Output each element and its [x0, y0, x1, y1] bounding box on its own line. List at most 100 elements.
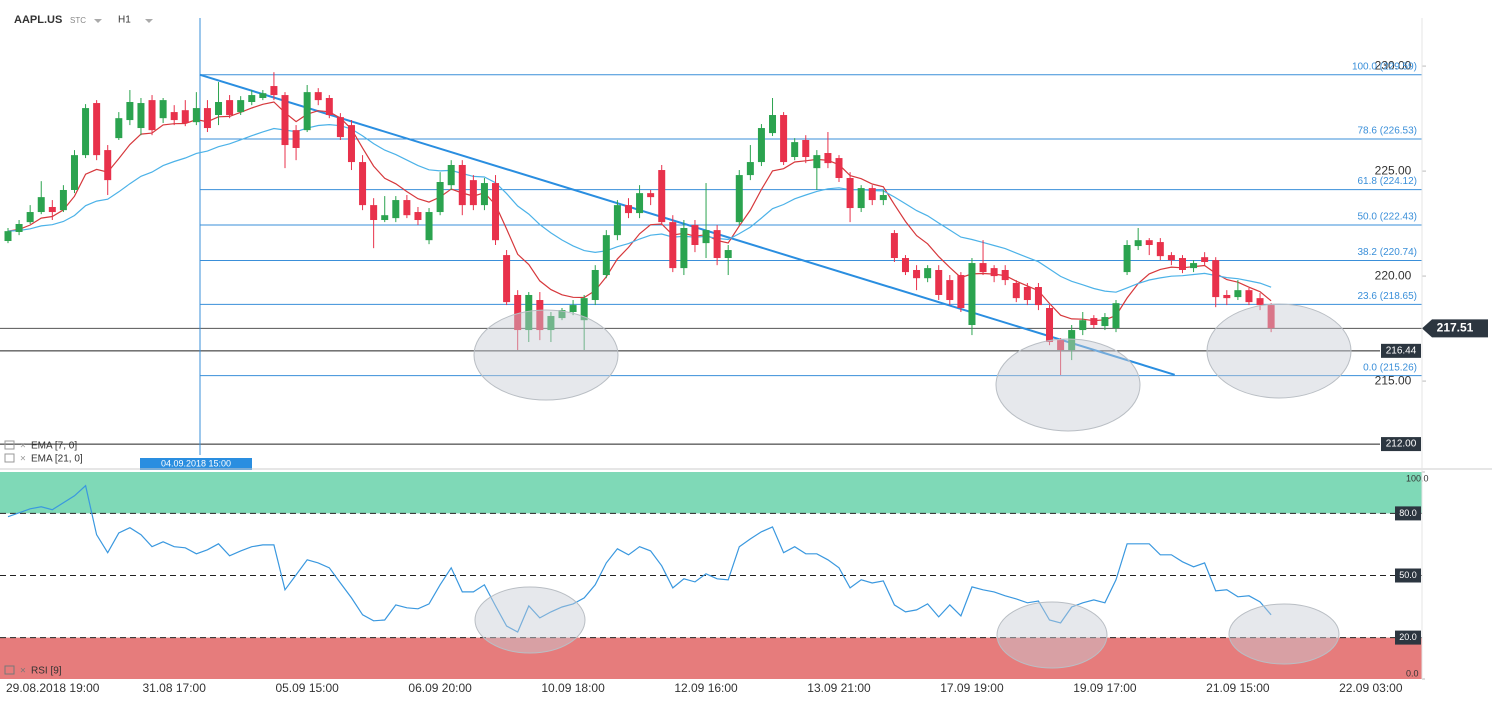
dropdown-arrow[interactable] — [145, 19, 153, 23]
candle-body — [1190, 263, 1198, 269]
price-line-label: 216.44 — [1386, 345, 1417, 356]
candle-body — [935, 269, 943, 295]
legend: × EMA [7, 0] × EMA [21, 0] × RSI [9] — [4, 440, 83, 677]
candle-body — [1245, 290, 1253, 303]
x-tick-label: 10.09 18:00 — [541, 681, 605, 695]
highlights — [473, 303, 1352, 669]
candle-body — [170, 112, 178, 121]
candle-body — [270, 86, 278, 96]
candle-body — [1101, 317, 1109, 327]
candle-body — [1212, 260, 1220, 298]
y-tick-label: 220.00 — [1375, 268, 1412, 282]
fib-label: 50.0 (222.43) — [1358, 212, 1418, 223]
highlight — [1228, 603, 1340, 665]
candle-body — [403, 200, 411, 216]
candle-body — [525, 294, 533, 331]
last-price-label: 217.51 — [1437, 321, 1474, 335]
fib-label: 100.0 (229.59) — [1352, 61, 1417, 72]
candle-body — [15, 224, 23, 232]
price-line-label: 212.00 — [1386, 439, 1417, 450]
candle-body — [624, 205, 632, 214]
candle-body — [104, 150, 112, 181]
candle-body — [868, 188, 876, 201]
candle-body — [148, 100, 156, 131]
candle-body — [159, 100, 167, 119]
candle-body — [1256, 298, 1264, 306]
candle-body — [1178, 258, 1186, 270]
candle-body — [93, 103, 101, 156]
instrument-type: STC — [70, 16, 86, 25]
highlight — [996, 601, 1108, 669]
candle-body — [82, 108, 90, 156]
candle-body — [757, 128, 765, 163]
x-tick-label: 19.09 17:00 — [1073, 681, 1137, 695]
rsi-tick-label: 50.0 — [1399, 570, 1417, 580]
highlight — [474, 586, 586, 654]
candle-body — [680, 227, 688, 269]
highlight — [473, 309, 619, 401]
candle-body — [913, 269, 921, 279]
candle-body — [813, 155, 821, 169]
candle-body — [281, 95, 289, 146]
y-tick-label: 225.00 — [1375, 163, 1412, 177]
candle-body — [26, 212, 34, 223]
candle-body — [1123, 245, 1131, 273]
rsi-line — [7, 484, 1272, 633]
interval[interactable]: H1 — [118, 15, 131, 26]
x-tick-label: 22.09 03:00 — [1339, 681, 1403, 695]
fib-label: 61.8 (224.12) — [1358, 176, 1418, 187]
candle-body — [181, 110, 189, 123]
candle-body — [203, 108, 211, 129]
ema-line — [7, 123, 1272, 293]
candle-body — [957, 275, 965, 309]
candle-body — [691, 225, 699, 246]
candle-body — [336, 117, 344, 138]
candle-body — [192, 108, 200, 123]
legend-entry: EMA [21, 0] — [31, 454, 83, 465]
rsi-tick-label: 20.0 — [1399, 632, 1417, 642]
candle-body — [226, 100, 234, 116]
last-price-tag — [1422, 319, 1488, 338]
candle-body — [536, 300, 544, 331]
candle-body — [1023, 287, 1031, 301]
close-icon[interactable]: × — [20, 441, 26, 452]
candle-body — [669, 222, 677, 269]
candle-body — [979, 263, 987, 273]
candle-body — [1068, 330, 1076, 351]
x-tick-label: 05.09 15:00 — [275, 681, 339, 695]
candle-body — [1057, 340, 1065, 351]
candle-body — [580, 298, 588, 321]
candle-body — [1034, 287, 1042, 306]
candle-body — [215, 101, 223, 116]
rsi-label: RSI [9] — [31, 666, 62, 677]
close-icon[interactable]: × — [20, 454, 26, 465]
candle-body — [1201, 257, 1209, 263]
rsi-tick-tag — [1395, 630, 1421, 645]
candle-body — [347, 125, 355, 163]
candle-body — [514, 294, 522, 331]
close-icon[interactable]: × — [20, 666, 26, 677]
rsi-tick-tag — [1395, 506, 1421, 521]
candle-body — [436, 182, 444, 213]
candle-body — [70, 155, 78, 190]
rsi-tick-label: 0.0 — [1406, 668, 1419, 678]
candle-body — [990, 268, 998, 277]
candle-body — [59, 189, 67, 211]
candle-body — [259, 93, 267, 99]
candle-body — [292, 130, 300, 148]
candle-body — [791, 142, 799, 158]
candle-body — [835, 158, 843, 179]
candle-body — [591, 269, 599, 301]
legend-icon[interactable] — [4, 440, 15, 450]
symbol[interactable]: AAPL.US — [14, 14, 62, 26]
legend-icon[interactable] — [4, 665, 15, 675]
candle-body — [4, 231, 12, 242]
candle-body — [237, 100, 245, 113]
candle-body — [126, 101, 134, 121]
x-tick-label: 06.09 20:00 — [408, 681, 472, 695]
candle-body — [558, 310, 566, 319]
legend-icon[interactable] — [4, 453, 15, 463]
dropdown-arrow[interactable] — [94, 19, 102, 23]
